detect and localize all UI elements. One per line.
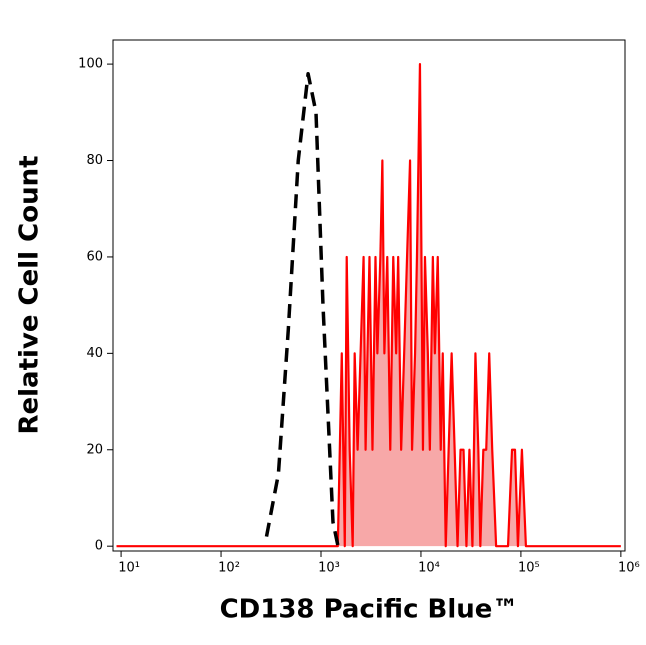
plot-area [116,62,621,548]
y-axis-title: Relative Cell Count [15,155,45,434]
x-tick-label: 10⁴ [418,561,440,576]
x-tick-label: 10¹ [118,561,140,576]
y-tick-label: 80 [86,153,103,168]
x-tick-label: 10⁵ [518,561,540,576]
y-tick-label: 60 [86,249,103,264]
series-line [116,62,621,548]
x-tick-label: 10² [218,561,240,576]
x-axis-title: CD138 Pacific Blue™ [220,595,519,625]
x-tick-label: 10⁶ [618,561,640,576]
y-tick-label: 100 [78,57,103,72]
series-line [264,72,340,547]
y-tick-label: 0 [95,539,103,554]
y-tick-label: 40 [86,346,103,361]
y-tick-label: 20 [86,442,103,457]
plot-frame [112,39,626,552]
x-tick-label: 10³ [318,561,340,576]
